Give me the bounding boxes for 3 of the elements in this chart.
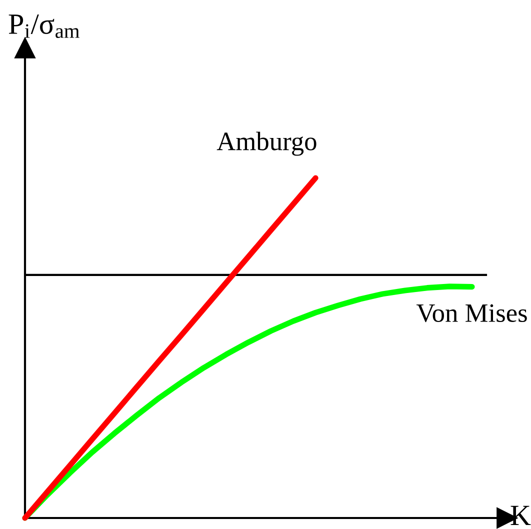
y-axis-title: P$_{i}$/σ$_{am}$ [8, 14, 80, 38]
series-label: Von Mises [416, 304, 527, 322]
series-label: Amburgo [216, 132, 316, 156]
